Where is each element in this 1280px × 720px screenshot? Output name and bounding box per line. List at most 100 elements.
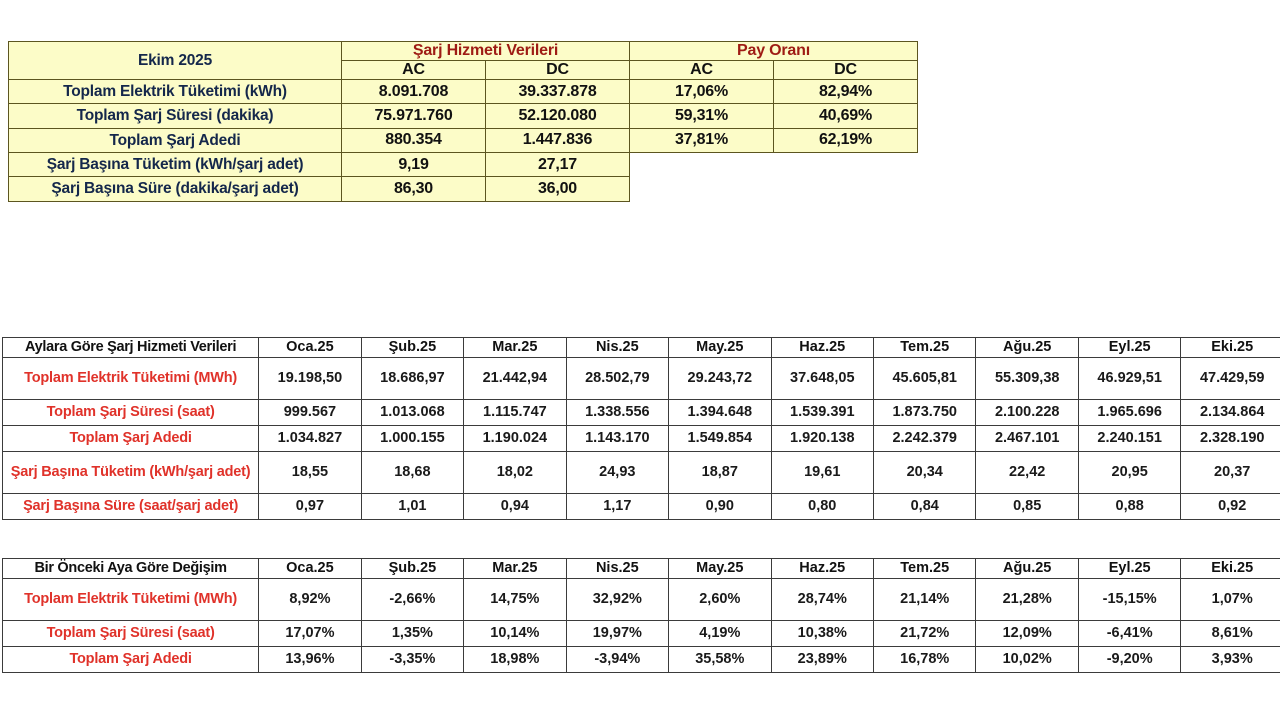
change-row-label: Toplam Şarj Süresi (saat)	[1, 619, 260, 647]
monthly-cell: 0,94	[463, 492, 567, 520]
monthly-row-label: Toplam Şarj Süresi (saat)	[1, 398, 260, 426]
monthly-table-container: Aylara Göre Şarj Hizmeti Verileri Oca.25…	[1, 337, 1280, 520]
summary-subheader-share-dc: DC	[773, 59, 918, 80]
change-cell: 17,07%	[258, 619, 362, 647]
monthly-cell: 1.965.696	[1077, 398, 1182, 426]
summary-table-container: Ekim 2025 Şarj Hizmeti Verileri Pay Oran…	[8, 41, 918, 202]
change-col-header: Eki.25	[1180, 558, 1280, 579]
change-cell: 35,58%	[668, 645, 772, 673]
summary-cell-share-dc: 62,19%	[773, 127, 918, 153]
change-header-row: Bir Önceki Aya Göre Değişim Oca.25 Şub.2…	[1, 558, 1280, 579]
summary-cell-dc: 1.447.836	[485, 127, 630, 153]
monthly-col-header: Şub.25	[360, 337, 465, 358]
summary-subheader-charging-dc: DC	[485, 59, 630, 80]
table-row: Şarj Başına Tüketim (kWh/şarj adet) 18,5…	[1, 450, 1280, 494]
monthly-cell: 0,84	[872, 492, 977, 520]
summary-group-header-share: Pay Oranı	[629, 41, 918, 61]
monthly-cell: 29.243,72	[668, 356, 772, 400]
summary-title: Ekim 2025	[8, 41, 342, 80]
change-cell: 16,78%	[872, 645, 977, 673]
change-corner-label: Bir Önceki Aya Göre Değişim	[1, 558, 260, 579]
change-cell: 8,92%	[258, 577, 362, 621]
monthly-cell: 19,61	[770, 450, 875, 494]
summary-row-label: Toplam Şarj Adedi	[8, 127, 342, 153]
change-cell: 21,72%	[872, 619, 977, 647]
monthly-cell: 2.100.228	[975, 398, 1079, 426]
monthly-cell: 47.429,59	[1180, 356, 1280, 400]
summary-cell-dc: 52.120.080	[485, 103, 630, 129]
change-cell: 23,89%	[770, 645, 875, 673]
summary-cell-share-ac: 59,31%	[629, 103, 774, 129]
change-cell: 21,14%	[872, 577, 977, 621]
monthly-cell: 1,01	[360, 492, 465, 520]
monthly-cell: 2.240.151	[1077, 424, 1182, 452]
change-table: Bir Önceki Aya Göre Değişim Oca.25 Şub.2…	[1, 558, 1280, 673]
monthly-col-header: Haz.25	[770, 337, 875, 358]
change-col-header: Ağu.25	[975, 558, 1079, 579]
change-cell: 3,93%	[1180, 645, 1280, 673]
summary-cell-ac: 880.354	[341, 127, 486, 153]
summary-cell-dc: 27,17	[485, 151, 630, 178]
monthly-cell: 1.920.138	[770, 424, 875, 452]
table-row: Toplam Şarj Süresi (dakika) 75.971.760 5…	[8, 103, 918, 129]
summary-row-label: Şarj Başına Tüketim (kWh/şarj adet)	[8, 151, 342, 178]
summary-cell-dc: 39.337.878	[485, 78, 630, 105]
monthly-cell: 1.338.556	[565, 398, 670, 426]
monthly-cell: 21.442,94	[463, 356, 567, 400]
table-row: Şarj Başına Tüketim (kWh/şarj adet) 9,19…	[8, 151, 918, 178]
change-col-header: Tem.25	[872, 558, 977, 579]
change-cell: 19,97%	[565, 619, 670, 647]
summary-header-group-row: Ekim 2025 Şarj Hizmeti Verileri Pay Oran…	[8, 41, 918, 80]
monthly-cell: 1.013.068	[360, 398, 465, 426]
summary-empty-cell	[629, 152, 918, 177]
change-cell: -15,15%	[1077, 577, 1182, 621]
monthly-cell: 22,42	[975, 450, 1079, 494]
monthly-cell: 24,93	[565, 450, 670, 494]
monthly-col-header: Eki.25	[1180, 337, 1280, 358]
monthly-cell: 2.242.379	[872, 424, 977, 452]
summary-cell-ac: 9,19	[341, 151, 486, 178]
change-cell: 32,92%	[565, 577, 670, 621]
change-cell: -2,66%	[360, 577, 465, 621]
change-cell: -3,94%	[565, 645, 670, 673]
monthly-cell: 28.502,79	[565, 356, 670, 400]
monthly-cell: 0,92	[1180, 492, 1280, 520]
monthly-cell: 2.134.864	[1180, 398, 1280, 426]
summary-group-header-charging: Şarj Hizmeti Verileri	[341, 41, 630, 61]
monthly-corner-label: Aylara Göre Şarj Hizmeti Verileri	[1, 337, 260, 358]
summary-row-label: Toplam Elektrik Tüketimi (kWh)	[8, 78, 342, 105]
table-row: Toplam Şarj Adedi 13,96% -3,35% 18,98% -…	[1, 645, 1280, 673]
summary-cell-dc: 36,00	[485, 176, 630, 202]
change-cell: 1,07%	[1180, 577, 1280, 621]
change-cell: 13,96%	[258, 645, 362, 673]
change-cell: -6,41%	[1077, 619, 1182, 647]
monthly-col-header: Ağu.25	[975, 337, 1079, 358]
change-col-header: Haz.25	[770, 558, 875, 579]
change-cell: 10,02%	[975, 645, 1079, 673]
monthly-cell: 1.539.391	[770, 398, 875, 426]
summary-cell-ac: 8.091.708	[341, 78, 486, 105]
monthly-cell: 20,37	[1180, 450, 1280, 494]
change-col-header: Şub.25	[360, 558, 465, 579]
summary-cell-ac: 75.971.760	[341, 103, 486, 129]
monthly-cell: 18.686,97	[360, 356, 465, 400]
table-row: Şarj Başına Süre (dakika/şarj adet) 86,3…	[8, 176, 918, 202]
monthly-cell: 18,87	[668, 450, 772, 494]
summary-header-sub-row: AC DC AC DC	[9, 59, 918, 80]
summary-subheader-share-ac: AC	[629, 59, 774, 80]
monthly-cell: 1.115.747	[463, 398, 567, 426]
monthly-row-label: Şarj Başına Süre (saat/şarj adet)	[1, 492, 260, 520]
monthly-cell: 19.198,50	[258, 356, 362, 400]
monthly-cell: 1.394.648	[668, 398, 772, 426]
change-cell: 14,75%	[463, 577, 567, 621]
change-cell: -3,35%	[360, 645, 465, 673]
summary-cell-share-dc: 40,69%	[773, 103, 918, 129]
change-cell: 10,38%	[770, 619, 875, 647]
monthly-cell: 37.648,05	[770, 356, 875, 400]
change-col-header: Oca.25	[258, 558, 362, 579]
change-cell: 12,09%	[975, 619, 1079, 647]
monthly-cell: 18,68	[360, 450, 465, 494]
monthly-cell: 1,17	[565, 492, 670, 520]
summary-row-label: Toplam Şarj Süresi (dakika)	[8, 103, 342, 129]
